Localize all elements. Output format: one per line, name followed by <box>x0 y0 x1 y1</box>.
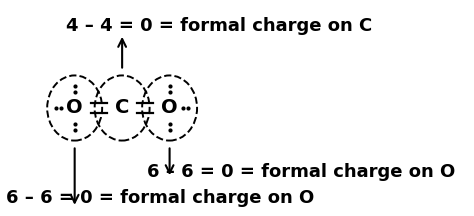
Text: O: O <box>66 98 83 118</box>
Text: O: O <box>161 98 178 118</box>
Text: C: C <box>115 98 129 118</box>
Text: 4 – 4 = 0 = formal charge on C: 4 – 4 = 0 = formal charge on C <box>66 17 373 35</box>
Text: 6 – 6 = 0 = formal charge on O: 6 – 6 = 0 = formal charge on O <box>147 163 456 181</box>
Text: 6 – 6 = 0 = formal charge on O: 6 – 6 = 0 = formal charge on O <box>6 189 314 207</box>
